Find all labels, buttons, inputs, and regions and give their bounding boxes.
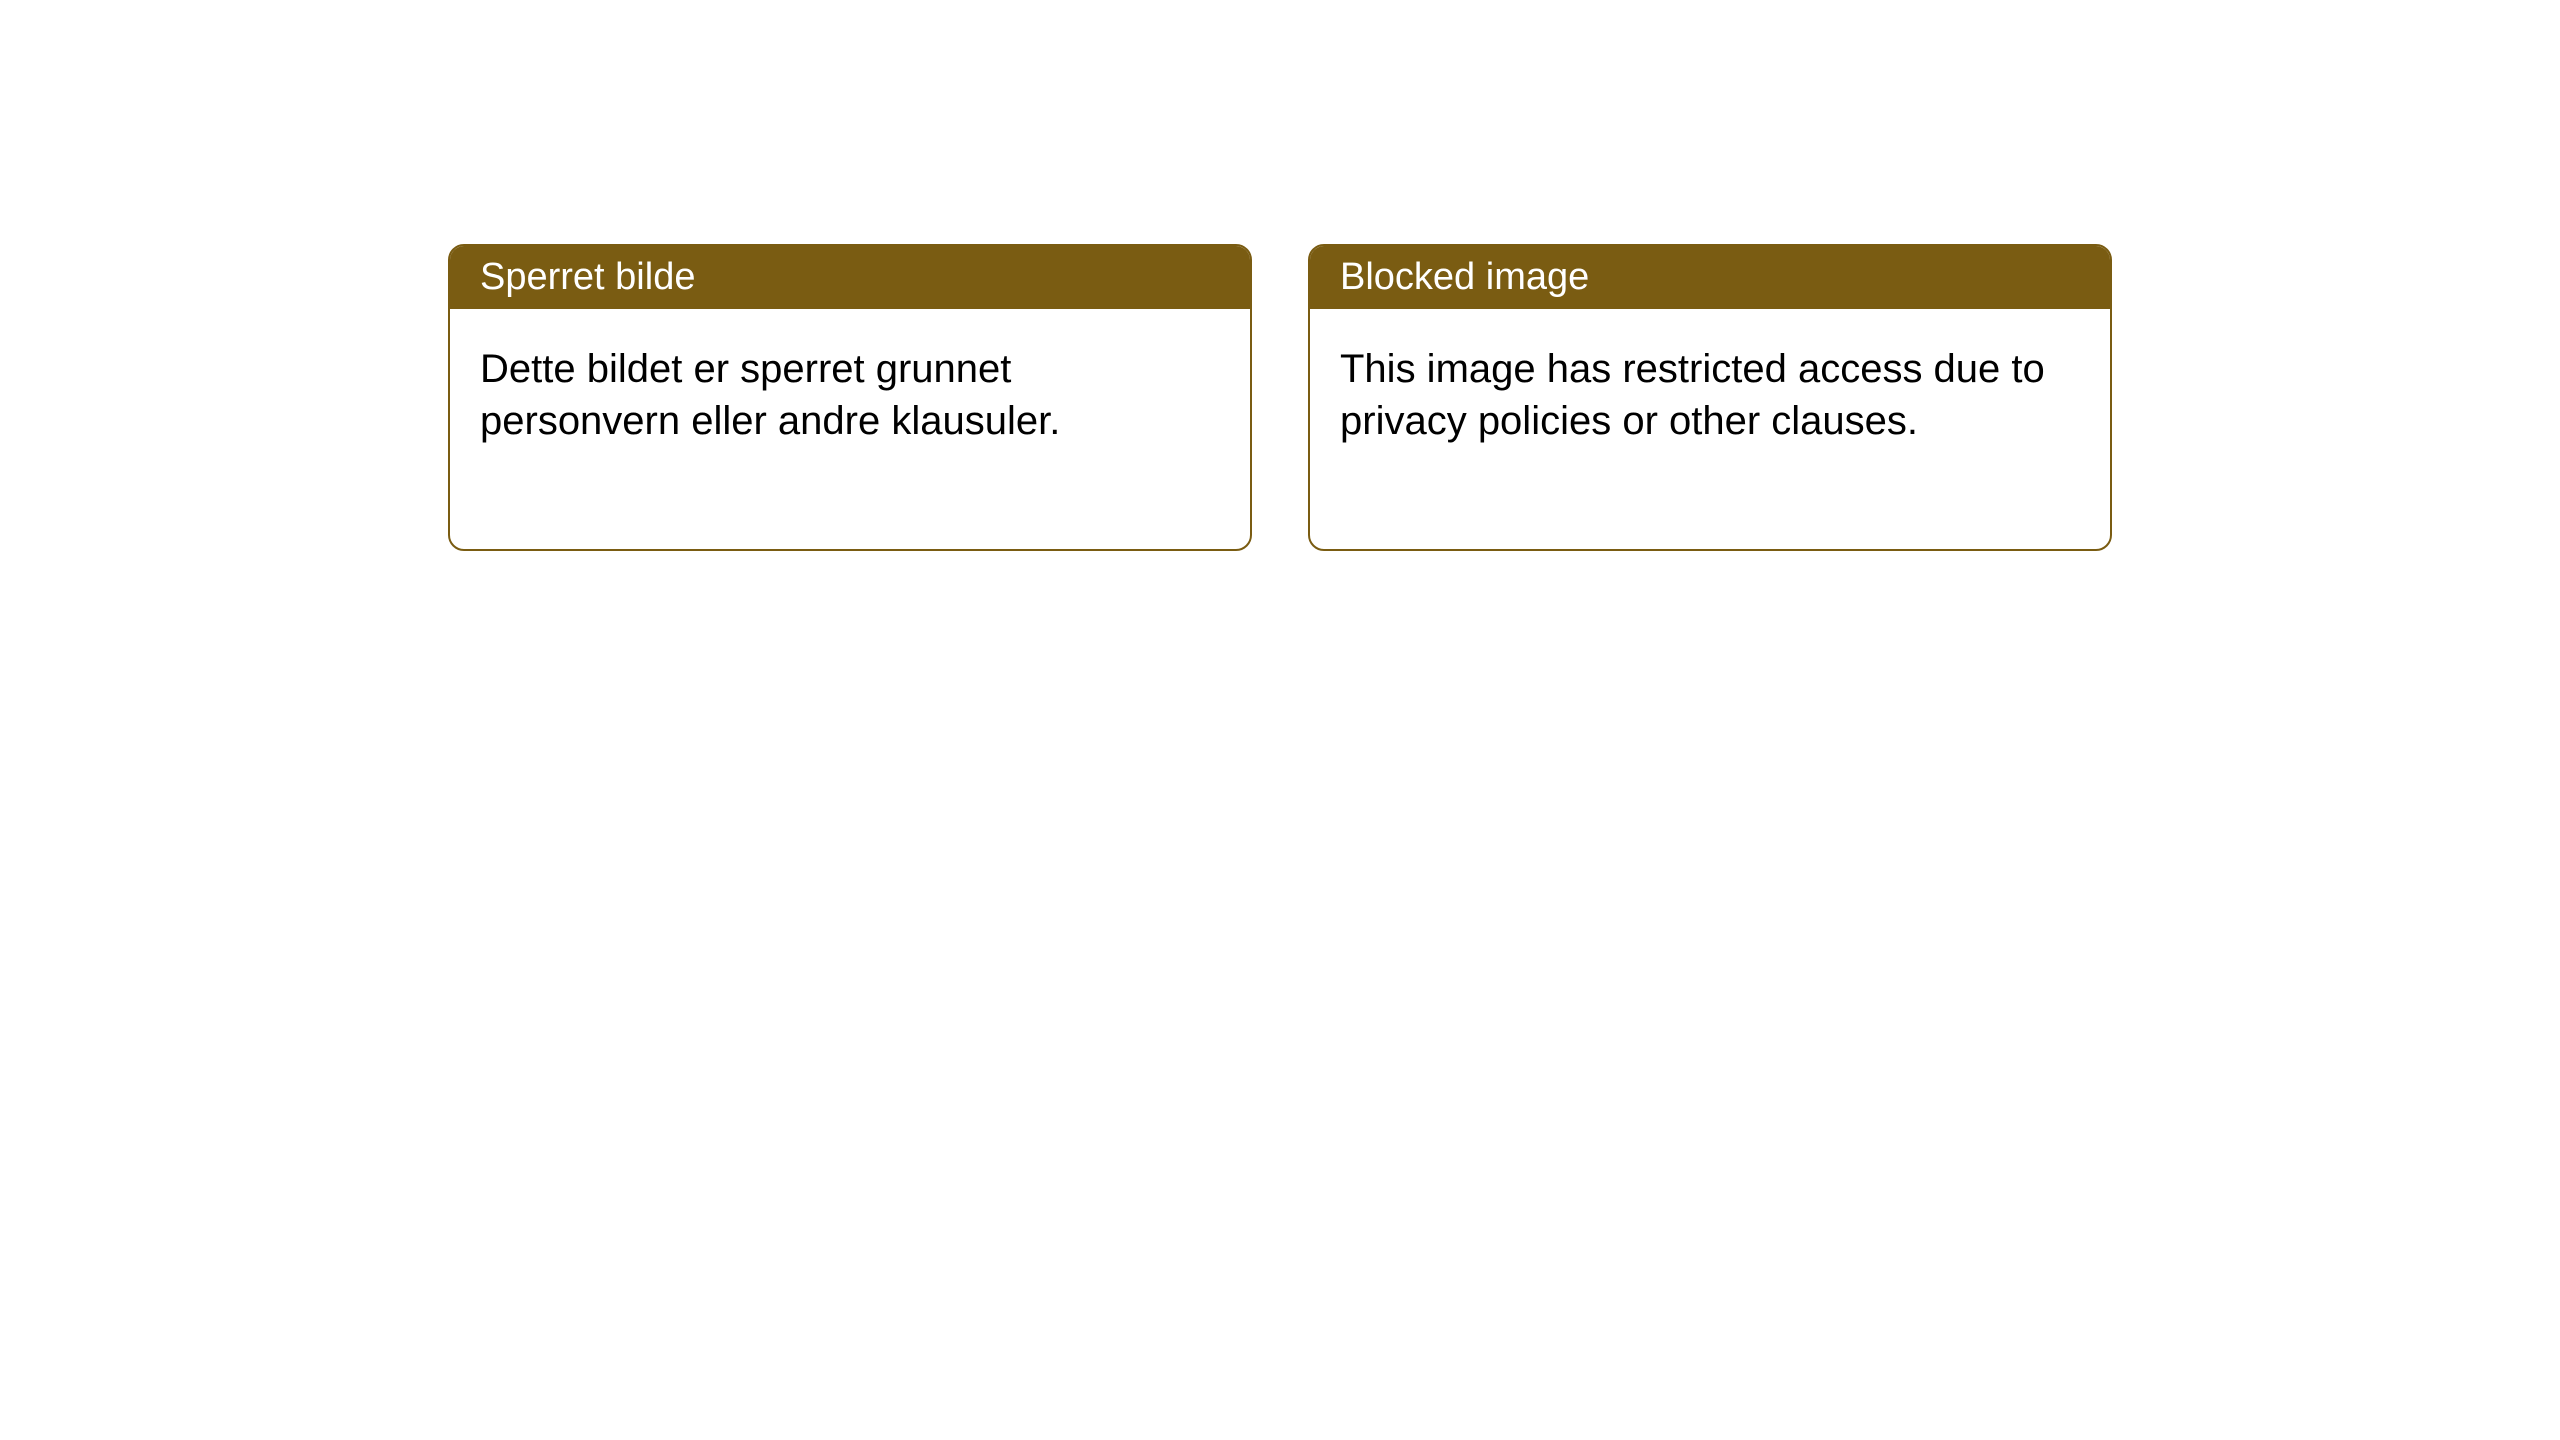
notice-body: Dette bildet er sperret grunnet personve… <box>450 309 1250 549</box>
notice-header: Blocked image <box>1310 246 2110 309</box>
notice-card-norwegian: Sperret bilde Dette bildet er sperret gr… <box>448 244 1252 551</box>
notice-container: Sperret bilde Dette bildet er sperret gr… <box>448 244 2112 551</box>
notice-title: Sperret bilde <box>480 256 695 298</box>
notice-message: This image has restricted access due to … <box>1340 347 2045 443</box>
notice-card-english: Blocked image This image has restricted … <box>1308 244 2112 551</box>
notice-title: Blocked image <box>1340 256 1589 298</box>
notice-body: This image has restricted access due to … <box>1310 309 2110 549</box>
notice-message: Dette bildet er sperret grunnet personve… <box>480 347 1060 443</box>
notice-header: Sperret bilde <box>450 246 1250 309</box>
